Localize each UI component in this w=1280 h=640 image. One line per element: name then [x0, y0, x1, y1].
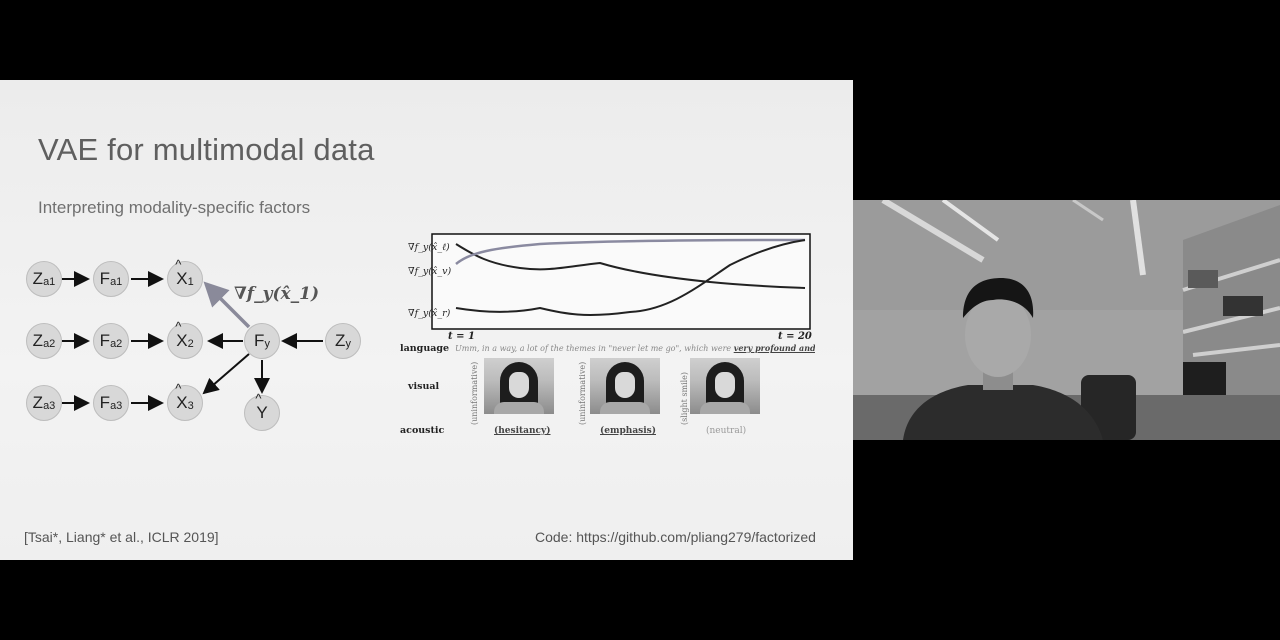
ylabel-visual: ∇f_y(x̂_v) — [408, 266, 452, 277]
node-x1: ^ X 1 — [167, 257, 203, 297]
citation: [Tsai*, Liang* et al., ICLR 2019] — [24, 529, 219, 545]
frame-1-acoustic-label: (hesitancy) — [494, 426, 551, 436]
plot-line-visual — [455, 243, 806, 289]
frame-2-image — [590, 358, 660, 414]
graph-edges — [62, 271, 323, 411]
row-label-language: language — [400, 343, 450, 354]
plot-line-acoustic — [455, 239, 806, 316]
t-start-label: t = 1 — [448, 331, 475, 342]
edge-fy-x3 — [202, 353, 250, 395]
slide-subtitle: Interpreting modality-specific factors — [38, 198, 311, 217]
ylabel-acoustic: ∇f_y(x̂_r) — [408, 308, 451, 319]
slide: VAE for multimodal data Interpreting mod… — [0, 80, 853, 560]
slide-title: VAE for multimodal data — [38, 132, 375, 167]
language-utterance: Umm, in a way, a lot of the themes in "n… — [455, 343, 815, 353]
frame-2-visual-label: (uninformative) — [578, 361, 587, 425]
frame-3-acoustic-label: (neutral) — [706, 426, 747, 436]
webcam-video — [853, 200, 1280, 440]
person-hair — [963, 278, 1034, 318]
ylabel-language: ∇f_y(x̂_ℓ) — [408, 242, 450, 253]
frame-1-image — [484, 358, 554, 414]
edge-fy-x1-gradient — [203, 281, 251, 329]
gradient-label: ∇f_y(x̂_1) — [234, 284, 320, 304]
person-shoulders — [903, 385, 1103, 440]
code-link[interactable]: Code: https://github.com/pliang279/facto… — [535, 529, 816, 545]
plot-line-language — [455, 238, 806, 265]
webcam-scene — [853, 200, 1280, 440]
frame-3-visual-label: (slight smile) — [680, 371, 689, 425]
node-x2: ^ X 2 — [167, 319, 203, 359]
frame-3-image — [690, 358, 760, 414]
frame-1-visual-label: (uninformative) — [470, 361, 479, 425]
gradient-figure: ∇f_y(x̂_ℓ) ∇f_y(x̂_v) ∇f_y(x̂_r) t = 1 t… — [400, 230, 830, 460]
gradient-plot — [431, 233, 811, 330]
person-face — [965, 293, 1031, 377]
node-x3: ^ X 3 — [167, 381, 203, 421]
row-label-acoustic: acoustic — [400, 425, 445, 436]
t-end-label: t = 20 — [778, 331, 812, 342]
frame-2-acoustic-label: (emphasis) — [600, 426, 656, 436]
node-y: ^ Y — [244, 391, 280, 431]
row-label-visual: visual — [408, 381, 440, 392]
